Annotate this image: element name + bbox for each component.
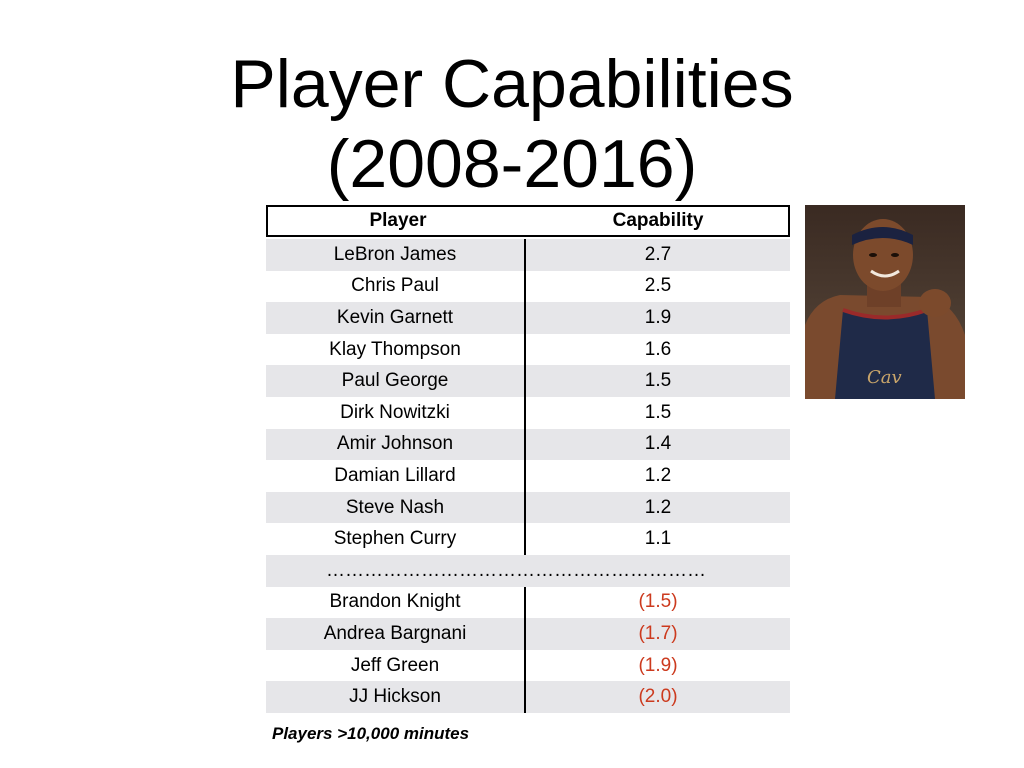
- table-row: LeBron James 2.7: [266, 239, 790, 271]
- ellipsis-separator: ……………………………………………………: [326, 559, 706, 581]
- table-header: Player Capability: [266, 205, 790, 237]
- player-name: Damian Lillard: [266, 460, 526, 492]
- player-name: JJ Hickson: [266, 681, 526, 713]
- capability-value: (1.5): [638, 591, 678, 613]
- player-name: Stephen Curry: [266, 523, 526, 555]
- svg-text:Cav: Cav: [867, 367, 902, 388]
- capability-value: 1.5: [644, 370, 672, 392]
- separator-row: ……………………………………………………: [266, 554, 790, 587]
- player-name: Klay Thompson: [266, 333, 526, 366]
- player-name: Dirk Nowitzki: [266, 396, 526, 429]
- title-line-2: (2008-2016): [326, 126, 698, 202]
- player-name: Andrea Bargnani: [266, 618, 526, 650]
- header-player: Player: [369, 210, 427, 231]
- table-row: Chris Paul 2.5: [266, 270, 790, 303]
- player-name: Kevin Garnett: [266, 302, 526, 334]
- capability-table: Player Capability LeBron James 2.7 Chris…: [266, 205, 790, 713]
- table-row: Steve Nash 1.2: [266, 491, 790, 524]
- table-row: Paul George 1.5: [266, 365, 790, 397]
- table-row: Stephen Curry 1.1: [266, 523, 790, 555]
- table-body: LeBron James 2.7 Chris Paul 2.5 Kevin Ga…: [266, 239, 790, 713]
- player-name: Chris Paul: [266, 270, 526, 303]
- player-name: Paul George: [266, 365, 526, 397]
- footnote: Players >10,000 minutes: [272, 724, 470, 743]
- capability-value: 1.4: [644, 433, 672, 455]
- slide-title: Player Capabilities (2008-2016): [0, 44, 1024, 204]
- table-row: Brandon Knight (1.5): [266, 586, 790, 619]
- player-name: Steve Nash: [266, 491, 526, 524]
- capability-value: (2.0): [638, 686, 678, 708]
- table-row: Andrea Bargnani (1.7): [266, 618, 790, 650]
- capability-value: 1.9: [644, 306, 672, 328]
- table-row: Dirk Nowitzki 1.5: [266, 396, 790, 429]
- capability-value: (1.7): [638, 622, 678, 644]
- player-name: Brandon Knight: [266, 586, 526, 619]
- capability-value: 2.5: [644, 275, 672, 297]
- table-row: Klay Thompson 1.6: [266, 333, 790, 366]
- player-name: LeBron James: [266, 239, 526, 271]
- player-name: Jeff Green: [266, 649, 526, 682]
- table-row: Jeff Green (1.9): [266, 649, 790, 682]
- player-name: Amir Johnson: [266, 428, 526, 461]
- capability-value: 1.1: [644, 528, 672, 550]
- capability-value: (1.9): [638, 654, 678, 676]
- title-line-1: Player Capabilities: [230, 46, 794, 122]
- header-capability: Capability: [612, 210, 704, 231]
- capability-value: 1.2: [644, 464, 672, 486]
- player-photo: Cav: [805, 205, 965, 399]
- capability-value: 1.5: [644, 401, 672, 423]
- table-row: Damian Lillard 1.2: [266, 460, 790, 492]
- capability-value: 1.2: [644, 496, 672, 518]
- table-row: Amir Johnson 1.4: [266, 428, 790, 461]
- table-row: JJ Hickson (2.0): [266, 681, 790, 713]
- table-row: Kevin Garnett 1.9: [266, 302, 790, 334]
- capability-value: 1.6: [644, 338, 672, 360]
- capability-value: 2.7: [644, 243, 672, 265]
